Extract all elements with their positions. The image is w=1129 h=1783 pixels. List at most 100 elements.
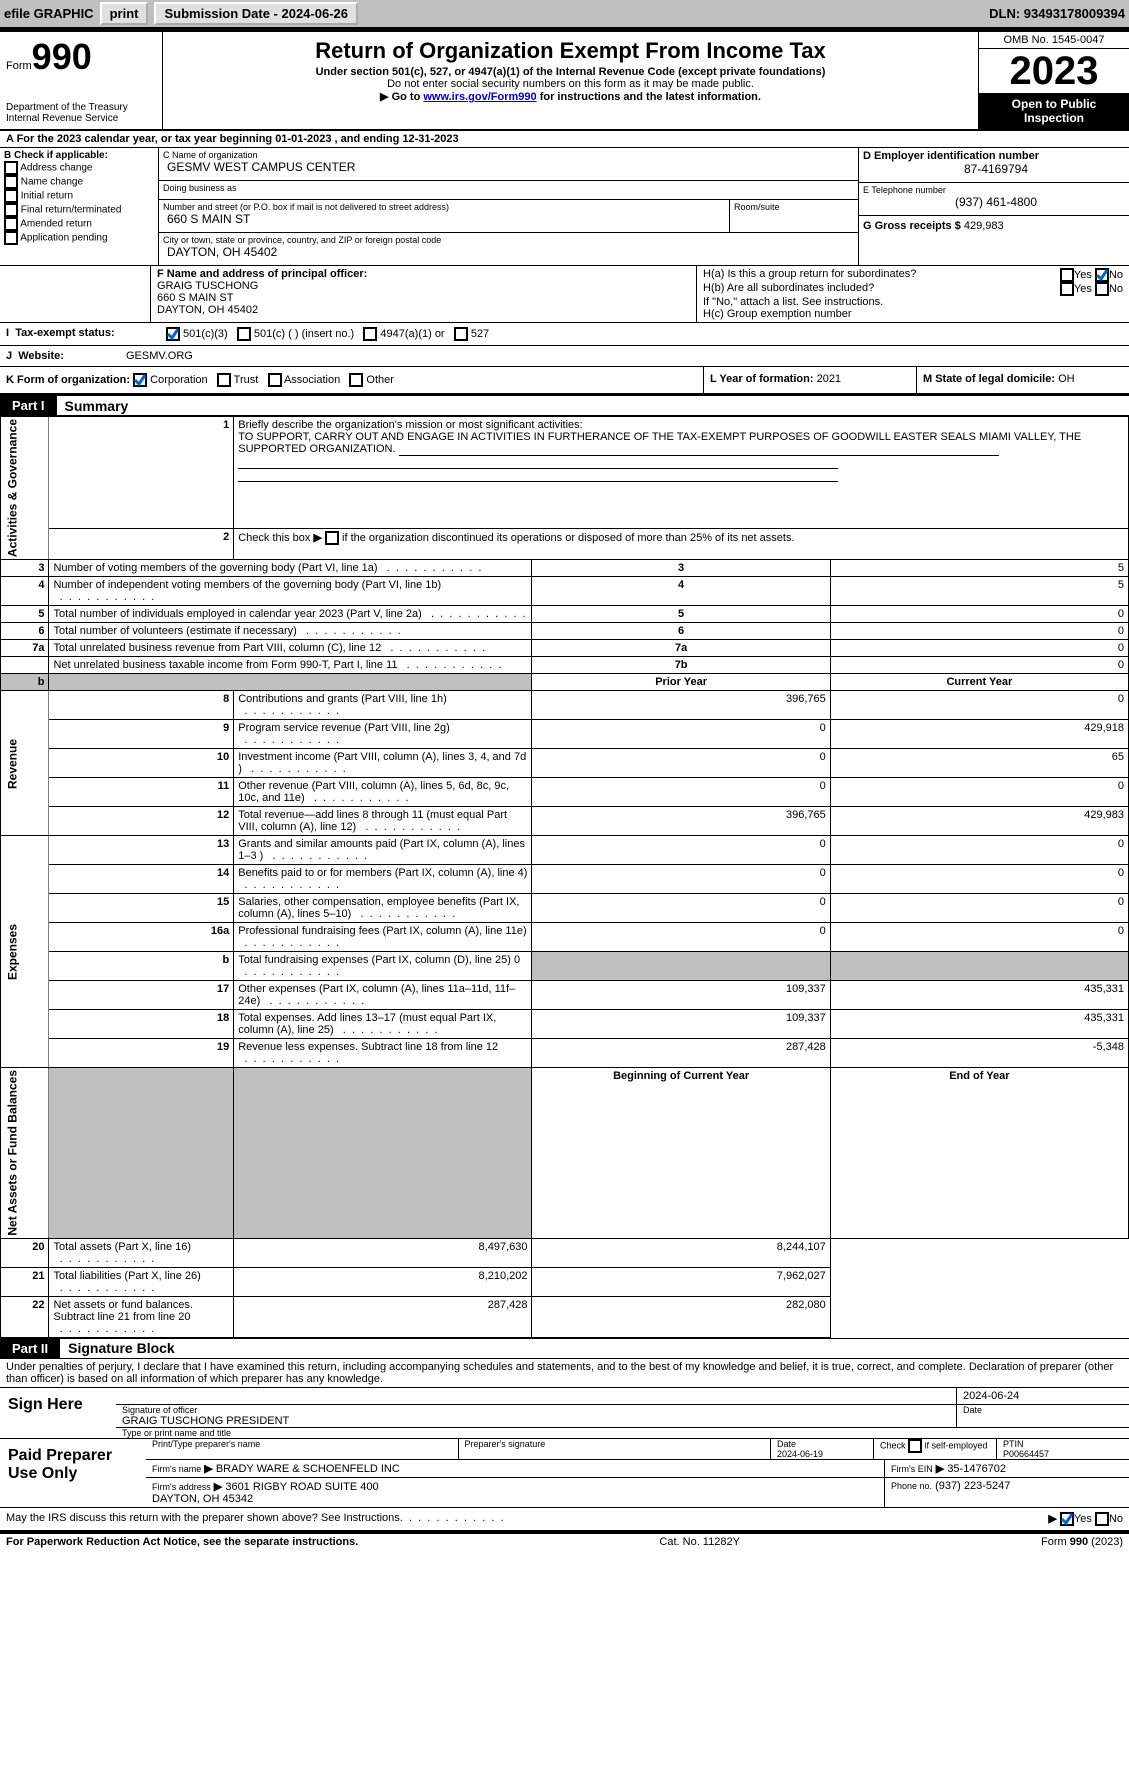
sig-date: 2024-06-24	[956, 1388, 1129, 1404]
yes-text: Yes	[1074, 1513, 1092, 1525]
print-button[interactable]: print	[100, 2, 149, 25]
ha-yes-checkbox[interactable]	[1060, 268, 1074, 282]
part2-tag: Part II	[0, 1339, 60, 1358]
line-value: 5	[830, 577, 1128, 606]
current-value: 0	[830, 778, 1128, 807]
k-checkbox[interactable]	[133, 373, 147, 387]
b-checkbox[interactable]	[4, 231, 18, 245]
addr-label: Number and street (or P.O. box if mail i…	[163, 202, 725, 212]
line-text: Benefits paid to or for members (Part IX…	[234, 865, 532, 894]
line-2-no: 2	[49, 528, 234, 559]
i-checkbox[interactable]	[363, 327, 377, 341]
i-checkbox[interactable]	[166, 327, 180, 341]
line-no: 11	[49, 778, 234, 807]
l-label: L Year of formation:	[710, 373, 814, 385]
name-label: C Name of organization	[163, 150, 854, 160]
line-no: 10	[49, 749, 234, 778]
sign-here-label: Sign Here	[0, 1388, 116, 1438]
prior-value: 0	[532, 749, 830, 778]
current-value: 429,918	[830, 720, 1128, 749]
hb-label: H(b) Are all subordinates included?	[703, 282, 874, 296]
b-checkbox[interactable]	[4, 175, 18, 189]
line-text: Salaries, other compensation, employee b…	[234, 894, 532, 923]
current-value: 0	[830, 836, 1128, 865]
discuss-yes-checkbox[interactable]	[1060, 1512, 1074, 1526]
line-text: Total expenses. Add lines 13–17 (must eq…	[234, 1010, 532, 1039]
line-no: 19	[49, 1039, 234, 1068]
line-text: Grants and similar amounts paid (Part IX…	[234, 836, 532, 865]
prior-value: 109,337	[532, 1010, 830, 1039]
current-value: 0	[830, 894, 1128, 923]
b-checkbox[interactable]	[4, 161, 18, 175]
hb-no-checkbox[interactable]	[1095, 282, 1109, 296]
current-value: 8,244,107	[532, 1238, 830, 1267]
i-checkbox[interactable]	[237, 327, 251, 341]
irs-link[interactable]: www.irs.gov/Form990	[423, 91, 536, 103]
no-text: No	[1109, 1513, 1123, 1525]
line-text: Total assets (Part X, line 16)	[49, 1238, 234, 1267]
footer-mid: Cat. No. 11282Y	[659, 1536, 740, 1548]
no-text: No	[1109, 283, 1123, 295]
self-emp-checkbox[interactable]	[908, 1439, 922, 1453]
prep-name-label: Print/Type preparer's name	[152, 1439, 260, 1449]
part1-header: Part I Summary	[0, 395, 1129, 416]
part2-name: Signature Block	[68, 1340, 175, 1356]
line-no: 4	[1, 577, 49, 606]
org-name: GESMV WEST CAMPUS CENTER	[163, 160, 854, 178]
line-value: 0	[830, 606, 1128, 623]
website-value: GESMV.ORG	[122, 346, 1129, 366]
gross-label: G Gross receipts $	[863, 220, 961, 232]
discuss-row: May the IRS discuss this return with the…	[0, 1508, 1129, 1532]
header-sub1: Under section 501(c), 527, or 4947(a)(1)…	[171, 66, 970, 78]
submission-date-button[interactable]: Submission Date - 2024-06-26	[154, 2, 358, 25]
side-label: Expenses	[1, 836, 49, 1068]
line-text: Other expenses (Part IX, column (A), lin…	[234, 981, 532, 1010]
hb-yes-checkbox[interactable]	[1060, 282, 1074, 296]
k-checkbox[interactable]	[217, 373, 231, 387]
discuss-no-checkbox[interactable]	[1095, 1512, 1109, 1526]
line-no: 6	[1, 623, 49, 640]
firm-addr-label: Firm's address	[152, 1482, 211, 1492]
b-checkbox[interactable]	[4, 203, 18, 217]
b-option: Initial return	[4, 189, 154, 203]
ptin-label: PTIN	[1003, 1439, 1024, 1449]
q1-label: Briefly describe the organization's miss…	[238, 419, 582, 431]
line-no: b	[49, 952, 234, 981]
officer-value: GRAIG TUSCHONG 660 S MAIN ST DAYTON, OH …	[157, 280, 690, 316]
b-option: Amended return	[4, 217, 154, 231]
tax-status-options: 501(c)(3) 501(c) ( ) (insert no.) 4947(a…	[162, 323, 1129, 345]
ha-no-checkbox[interactable]	[1095, 268, 1109, 282]
website-label: Website:	[18, 350, 64, 362]
hb-answers: Yes No	[1060, 282, 1123, 296]
line-no: 18	[49, 1010, 234, 1039]
open-to-public: Open to Public Inspection	[979, 93, 1129, 129]
firm-name: BRADY WARE & SCHOENFELD INC	[216, 1463, 400, 1475]
b-checkbox[interactable]	[4, 189, 18, 203]
line-no: 15	[49, 894, 234, 923]
line-value: 0	[830, 657, 1128, 674]
prior-value: 109,337	[532, 981, 830, 1010]
tax-status-label: Tax-exempt status:	[15, 327, 114, 339]
i-checkbox[interactable]	[454, 327, 468, 341]
line-value: 5	[830, 560, 1128, 577]
k-label: K Form of organization:	[6, 374, 130, 386]
prior-value: 8,497,630	[234, 1238, 532, 1267]
prior-value: 287,428	[532, 1039, 830, 1068]
k-checkbox[interactable]	[349, 373, 363, 387]
line-value: 0	[830, 623, 1128, 640]
sub3-pre: Go to	[392, 91, 424, 103]
line-key: 7a	[532, 640, 830, 657]
hc-label: H(c) Group exemption number	[703, 308, 1123, 320]
line-no: 20	[1, 1238, 49, 1267]
q2-checkbox[interactable]	[325, 531, 339, 545]
sign-here-block: Sign Here 2024-06-24 Signature of office…	[0, 1388, 1129, 1439]
line-text: Total unrelated business revenue from Pa…	[49, 640, 532, 657]
prior-value: 396,765	[532, 807, 830, 836]
q2-text: Check this box ▶ if the organization dis…	[238, 532, 794, 544]
b-checkbox[interactable]	[4, 217, 18, 231]
room-label: Room/suite	[734, 202, 854, 212]
current-value: 0	[830, 865, 1128, 894]
k-checkbox[interactable]	[268, 373, 282, 387]
prep-date: 2024-06-19	[777, 1449, 823, 1459]
line-no: 5	[1, 606, 49, 623]
